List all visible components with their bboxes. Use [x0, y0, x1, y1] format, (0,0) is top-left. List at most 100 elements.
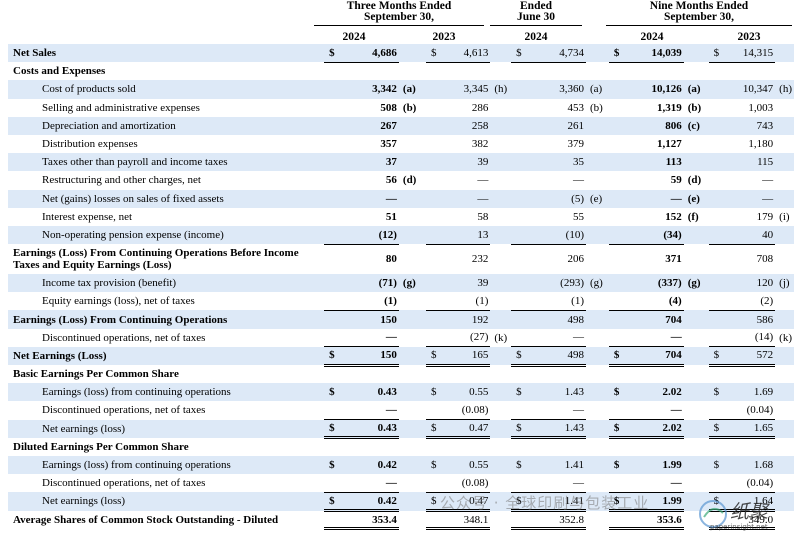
value-cell: — — [762, 174, 774, 187]
currency-symbol — [708, 153, 724, 172]
footnote-ref — [398, 44, 426, 63]
footnote-ref — [490, 274, 512, 293]
currency-symbol — [708, 116, 724, 135]
value-cell: 1.65 — [723, 419, 776, 440]
value-cell: 371 — [665, 253, 682, 266]
value-cell: 1.43 — [525, 419, 586, 440]
currency-symbol — [511, 310, 526, 329]
currency-symbol: $ — [608, 44, 624, 63]
value-cell: (5) — [525, 189, 586, 208]
value-cell: 267 — [338, 116, 399, 135]
footnote-ref — [490, 171, 511, 189]
row-label: Net earnings (loss) — [8, 419, 325, 438]
value-cell — [440, 365, 490, 383]
currency-symbol — [324, 80, 339, 99]
footnote-ref — [775, 383, 794, 402]
value-cell: — — [525, 328, 586, 348]
footnote-ref — [490, 455, 512, 475]
currency-symbol: $ — [324, 383, 339, 402]
currency-symbol — [608, 274, 624, 293]
currency-symbol — [324, 274, 339, 293]
footnote-ref — [586, 208, 609, 226]
value-cell: 150 — [338, 310, 399, 329]
row-label: Interest expense, net — [42, 210, 133, 223]
currency-symbol — [511, 116, 526, 135]
currency-symbol — [324, 99, 339, 117]
currency-symbol — [425, 510, 441, 531]
row-label: Diluted Earnings Per Common Share — [13, 440, 189, 453]
table-row: Depreciation and amortization 267 258 261 80… — [8, 116, 794, 135]
value-cell: — — [623, 474, 684, 493]
currency-symbol: $ — [511, 419, 526, 440]
footnote-ref: (d) — [687, 174, 702, 187]
footnote-ref — [586, 62, 609, 80]
currency-symbol — [324, 135, 339, 153]
currency-symbol — [425, 153, 441, 172]
footnote-ref — [586, 116, 609, 135]
value-cell: 498 — [525, 310, 586, 329]
row-label: Net Earnings (Loss) — [8, 346, 325, 365]
footnote-ref — [683, 153, 709, 172]
currency-symbol — [324, 310, 339, 329]
currency-symbol — [324, 189, 339, 208]
row-label: Net earnings (loss) — [8, 492, 325, 511]
row-label: Discontinued operations, net of taxes — [42, 331, 206, 344]
currency-symbol — [324, 116, 339, 135]
value-cell: — — [338, 328, 399, 348]
value-cell: 113 — [623, 153, 684, 172]
table-row: Interest expense, net 51 58 55 152 (f) 179 (i) — [8, 208, 794, 226]
value-cell: (0.04) — [723, 401, 776, 421]
currency-symbol: $ — [425, 44, 441, 63]
footnote-ref — [399, 474, 426, 492]
footnote-ref — [586, 492, 609, 511]
value-cell: 0.42 — [338, 455, 399, 475]
footnote-ref — [775, 171, 794, 189]
row-label: Equity earnings (loss), net of taxes — [42, 295, 195, 308]
currency-symbol: $ — [511, 383, 526, 402]
row-label: Non-operating pension expense (income) — [8, 225, 325, 245]
footnote-ref — [490, 292, 511, 310]
header-three-months-line1: Three Months Ended — [346, 0, 452, 12]
currency-symbol — [608, 510, 624, 531]
footnote-ref — [490, 208, 511, 226]
row-label: Earnings (loss) from continuing operatio… — [8, 455, 325, 475]
currency-symbol — [708, 474, 724, 493]
currency-symbol — [426, 208, 441, 226]
footnote-ref: (a) — [586, 80, 609, 99]
currency-symbol: $ — [324, 492, 339, 513]
currency-symbol — [609, 208, 624, 226]
currency-symbol: $ — [324, 44, 339, 63]
currency-symbol — [324, 328, 339, 348]
footnote-ref — [490, 225, 512, 245]
value-cell: — — [338, 401, 399, 421]
value-cell: 179 — [756, 210, 774, 223]
footnote-ref: (e) — [683, 189, 709, 208]
header-quarter-ended: Ended June 30 — [490, 0, 582, 26]
currency-symbol: $ — [608, 383, 624, 402]
currency-symbol — [511, 135, 526, 153]
value-cell: (2) — [723, 292, 776, 311]
currency-symbol: $ — [324, 346, 339, 367]
footnote-ref — [683, 44, 709, 63]
footnote-ref — [490, 438, 511, 456]
value-cell: — — [338, 474, 399, 493]
value-cell: 55 — [573, 210, 584, 223]
value-cell — [339, 62, 399, 80]
value-cell: 708 — [756, 253, 774, 266]
value-cell: 349.0 — [723, 510, 776, 531]
currency-symbol — [709, 208, 724, 226]
footnote-ref — [775, 99, 794, 117]
footnote-ref — [490, 153, 512, 172]
currency-symbol — [609, 438, 624, 456]
footnote-ref — [586, 365, 609, 383]
value-cell: — — [723, 189, 776, 208]
currency-symbol — [609, 244, 624, 274]
value-cell: 0.55 — [440, 383, 491, 402]
year-header: 2023 — [737, 31, 761, 43]
value-cell: — — [623, 401, 684, 421]
value-cell: 806 — [623, 116, 684, 135]
value-cell: 165 — [440, 346, 491, 367]
table-row: Taxes other than payroll and income taxe… — [8, 153, 794, 172]
value-cell: (293) — [525, 274, 586, 293]
value-cell: 353.4 — [338, 510, 399, 531]
